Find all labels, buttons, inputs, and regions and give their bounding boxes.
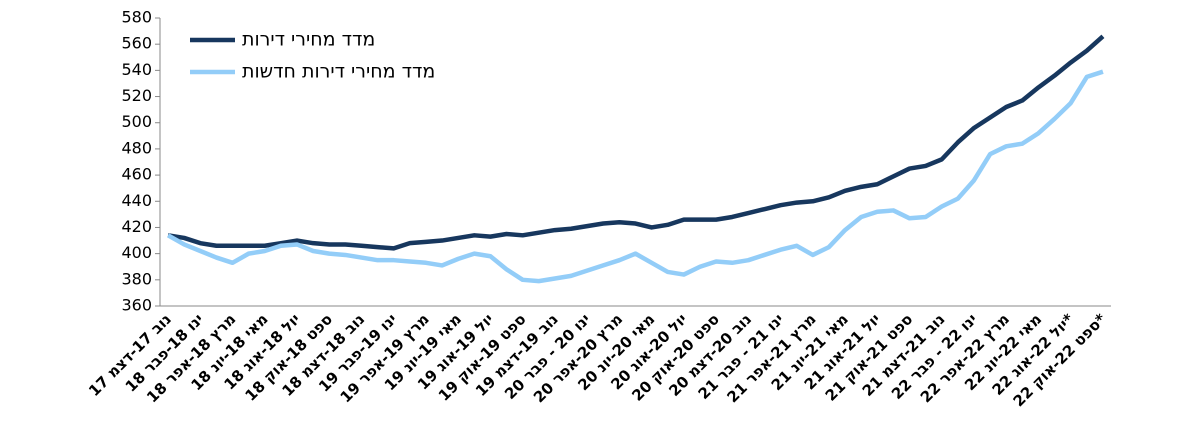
legend-label: מדד מחירי דירות חדשות [242, 61, 435, 83]
y-tick-label: 460 [121, 165, 152, 184]
line-series [167, 34, 1105, 251]
y-tick-label: 500 [121, 112, 152, 131]
y-tick-label: 480 [121, 138, 152, 157]
y-tick-label: 400 [121, 243, 152, 262]
y-tick-label: 580 [121, 8, 152, 27]
y-tick-label: 360 [121, 296, 152, 315]
line-series [166, 69, 1104, 284]
legend-label: מדד מחירי דירות [242, 29, 375, 51]
y-tick-label: 540 [121, 60, 152, 79]
y-tick-label: 420 [121, 217, 152, 236]
y-tick-label: 440 [121, 191, 152, 210]
y-tick-label: 560 [121, 34, 152, 53]
y-tick-label: 380 [121, 269, 152, 288]
y-tick-label: 520 [121, 86, 152, 105]
